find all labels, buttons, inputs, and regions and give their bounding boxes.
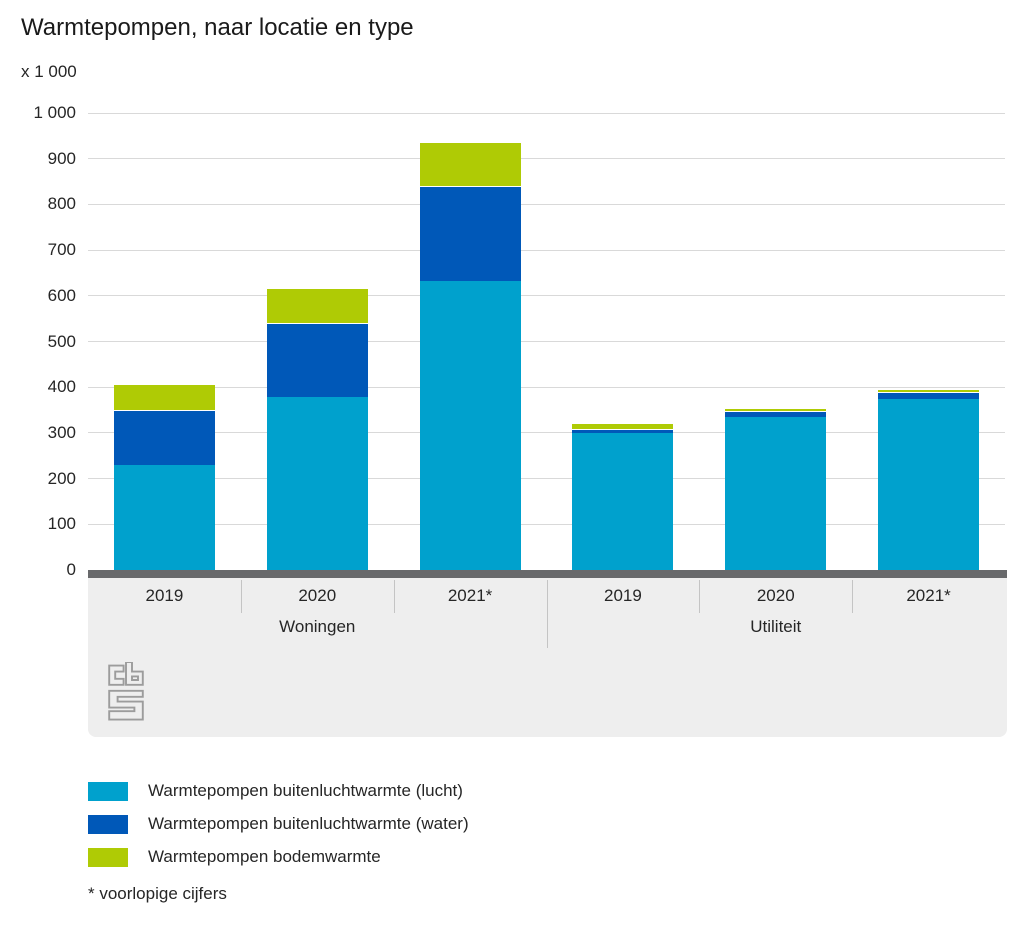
y-axis-tick-label: 800 <box>47 194 76 214</box>
bar-segment-water[interactable] <box>572 429 674 434</box>
y-axis-tick-label: 200 <box>47 468 76 488</box>
bar-segment-water[interactable] <box>725 411 827 418</box>
y-axis-tick-label: 700 <box>47 240 76 260</box>
bar-segment-lucht[interactable] <box>878 399 980 570</box>
x-axis-group-label: Utiliteit <box>750 617 802 636</box>
gridline <box>88 295 1005 297</box>
x-axis-year-label: 2021* <box>906 586 951 605</box>
bar-segment-bodem[interactable] <box>878 390 980 393</box>
gridline <box>88 523 1005 525</box>
gridline <box>88 478 1005 480</box>
y-axis-unit-label: x 1 000 <box>21 62 77 81</box>
year-separator <box>393 580 395 613</box>
bar-segment-bodem[interactable] <box>266 289 368 324</box>
bar-segment-water[interactable] <box>113 411 215 465</box>
gridline <box>88 158 1005 160</box>
x-axis-year-label: 2020 <box>298 586 337 605</box>
bar-segment-water[interactable] <box>419 186 521 281</box>
y-axis-tick-label: 100 <box>47 514 76 534</box>
legend-swatch-lucht <box>88 781 128 801</box>
gridline <box>88 341 1005 342</box>
year-separator <box>240 580 242 613</box>
legend-swatch-bodem <box>88 847 128 867</box>
legend-item-water[interactable]: Warmtepompen buitenluchtwarmte (water) <box>88 812 469 836</box>
bar-segment-water[interactable] <box>266 324 368 397</box>
bar-segment-bodem[interactable] <box>113 384 215 411</box>
gridline <box>88 432 1005 434</box>
bar-segment-bodem[interactable] <box>572 424 674 429</box>
y-axis-tick-label: 400 <box>47 377 76 397</box>
footnote: * voorlopige cijfers <box>88 884 227 903</box>
x-axis-year-label: 2019 <box>145 586 184 605</box>
x-axis-group-label: Woningen <box>279 617 356 636</box>
gridline <box>88 112 1005 114</box>
year-separator <box>852 580 854 613</box>
legend-label: Warmtepompen bodemwarmte <box>148 847 381 866</box>
x-axis-line <box>88 570 1007 578</box>
y-axis-tick-label: 900 <box>47 148 76 168</box>
bar-segment-lucht[interactable] <box>113 464 215 570</box>
bar-segment-lucht[interactable] <box>419 280 521 570</box>
gridline <box>88 386 1005 388</box>
legend-label: Warmtepompen buitenluchtwarmte (lucht) <box>148 781 463 800</box>
legend-swatch-water <box>88 814 128 834</box>
x-axis-year-label: 2019 <box>604 586 642 605</box>
bar-segment-bodem[interactable] <box>419 142 521 186</box>
y-axis-tick-label: 300 <box>47 422 76 442</box>
gridline <box>88 249 1005 251</box>
bar-segment-lucht[interactable] <box>266 396 368 570</box>
bar-segment-lucht[interactable] <box>725 417 827 570</box>
x-axis-year-label: 2021* <box>447 586 493 605</box>
legend-item-bodem[interactable]: Warmtepompen bodemwarmte <box>88 845 381 869</box>
bar-segment-lucht[interactable] <box>572 433 674 570</box>
legend-item-lucht[interactable]: Warmtepompen buitenluchtwarmte (lucht) <box>88 779 463 803</box>
x-axis-year-label: 2020 <box>756 586 795 605</box>
bar-segment-water[interactable] <box>878 393 980 400</box>
cbs-logo <box>108 662 144 721</box>
y-axis-tick-label: 500 <box>47 331 76 351</box>
gridline <box>88 203 1005 205</box>
y-axis-tick-label: 0 <box>66 560 76 579</box>
y-axis-tick-label: 600 <box>47 285 76 305</box>
year-separator <box>699 580 701 613</box>
legend-label: Warmtepompen buitenluchtwarmte (water) <box>148 814 469 833</box>
y-axis-tick-label: 1 000 <box>33 103 76 122</box>
chart-title: Warmtepompen, naar locatie en type <box>21 14 414 41</box>
group-separator <box>546 580 548 648</box>
bar-segment-bodem[interactable] <box>725 408 827 411</box>
